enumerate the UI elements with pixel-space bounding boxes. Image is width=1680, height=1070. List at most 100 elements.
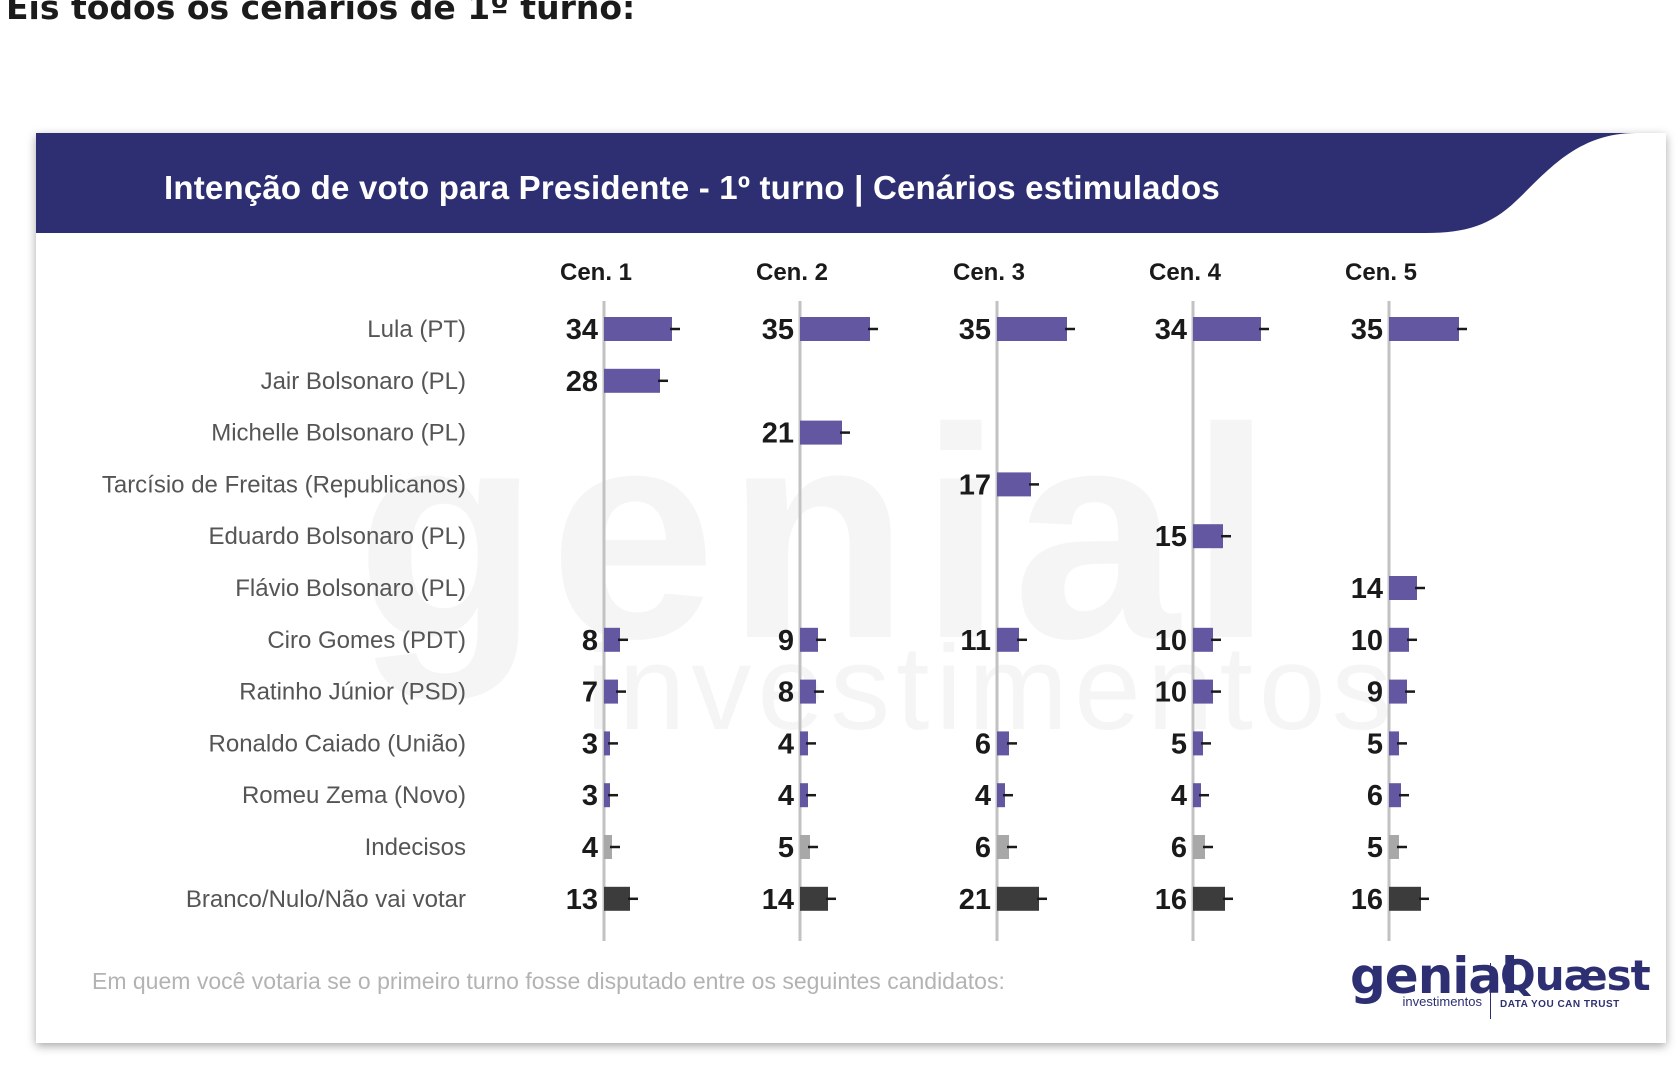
chart-card: Intenção de voto para Presidente - 1º tu… (36, 133, 1666, 1043)
bar (800, 731, 808, 756)
value-label: 3 (582, 728, 598, 760)
bar (997, 783, 1005, 808)
chart-title: Intenção de voto para Presidente - 1º tu… (164, 169, 1220, 206)
value-label: 8 (582, 625, 598, 657)
row-label: Eduardo Bolsonaro (PL) (209, 523, 466, 550)
bar (1389, 886, 1421, 911)
bar (1389, 627, 1409, 652)
bar (1389, 576, 1417, 600)
value-label: 9 (1367, 677, 1383, 709)
quaest-logo-text: Quæst (1500, 951, 1651, 1000)
quaest-logo: Quæst DATA YOU CAN TRUST (1500, 951, 1651, 1011)
value-label: 4 (582, 832, 598, 864)
bar (800, 783, 808, 808)
value-label: 15 (1155, 521, 1187, 553)
row-label: Tarcísio de Freitas (Republicanos) (102, 471, 466, 498)
value-label: 7 (582, 677, 598, 709)
bar (1193, 627, 1213, 652)
value-label: 10 (1155, 677, 1187, 709)
value-label: 4 (778, 780, 794, 812)
value-label: 21 (959, 884, 991, 916)
bar (800, 679, 816, 704)
value-label: 6 (975, 728, 991, 760)
value-label: 16 (1351, 884, 1383, 916)
value-label: 5 (1367, 832, 1383, 864)
value-label: 35 (959, 314, 991, 346)
value-label: 14 (1351, 573, 1383, 605)
scenario-header: Cen. 4 (1149, 259, 1222, 286)
row-label: Jair Bolsonaro (PL) (261, 368, 466, 395)
value-label: 34 (566, 314, 598, 346)
bar (1193, 524, 1223, 549)
row-label: Romeu Zema (Novo) (242, 782, 466, 809)
bar (1389, 835, 1399, 859)
scenario-header: Cen. 2 (756, 259, 828, 286)
bar (1193, 783, 1201, 808)
banner-shape (36, 133, 1636, 233)
bar (800, 317, 870, 341)
bar (604, 783, 610, 808)
value-label: 10 (1155, 625, 1187, 657)
bar (1193, 679, 1213, 704)
value-label: 8 (778, 677, 794, 709)
bar (997, 835, 1009, 859)
bar (1193, 835, 1205, 859)
genial-logo-text: genial (1350, 947, 1518, 1005)
row-label: Branco/Nulo/Não vai votar (186, 886, 466, 913)
bar (604, 368, 660, 393)
value-label: 14 (762, 884, 794, 916)
value-label: 17 (959, 469, 991, 501)
value-label: 5 (1171, 728, 1187, 760)
bar (800, 886, 828, 911)
bar (997, 472, 1031, 497)
logo-divider (1490, 963, 1491, 1019)
value-label: 6 (1171, 832, 1187, 864)
value-label: 28 (566, 366, 598, 398)
bar (1193, 886, 1225, 911)
value-label: 11 (960, 625, 991, 657)
bar (604, 679, 618, 704)
scenario-header: Cen. 5 (1345, 259, 1417, 286)
bar (1389, 317, 1459, 341)
row-label: Ratinho Júnior (PSD) (239, 679, 466, 706)
article-heading: Eis todos os cenários de 1º turno: (6, 0, 636, 27)
value-label: 6 (975, 832, 991, 864)
row-label: Michelle Bolsonaro (PL) (211, 420, 466, 447)
row-label: Indecisos (365, 834, 466, 861)
quaest-logo-tagline: DATA YOU CAN TRUST (1500, 999, 1620, 1010)
value-label: 5 (778, 832, 794, 864)
bar (1389, 731, 1399, 756)
row-label: Ciro Gomes (PDT) (267, 627, 466, 654)
value-label: 35 (1351, 314, 1383, 346)
value-label: 5 (1367, 728, 1383, 760)
bar (1193, 731, 1203, 756)
bar (997, 886, 1039, 911)
bar (604, 731, 610, 756)
value-label: 9 (778, 625, 794, 657)
value-label: 13 (566, 884, 598, 916)
value-label: 35 (762, 314, 794, 346)
value-label: 4 (1171, 780, 1187, 812)
bar (997, 731, 1009, 756)
bar (1389, 679, 1407, 704)
bar (800, 420, 842, 445)
bar (604, 886, 630, 911)
value-label: 10 (1351, 625, 1383, 657)
bar (604, 835, 612, 859)
genial-logo: genial investimentos (1350, 947, 1518, 1009)
row-label: Ronaldo Caiado (União) (209, 730, 466, 757)
bar (604, 317, 672, 341)
bar (604, 627, 620, 652)
genial-logo-subtext: investimentos (1402, 994, 1482, 1009)
bar (997, 317, 1067, 341)
title-banner (36, 133, 1636, 233)
value-label: 16 (1155, 884, 1187, 916)
bar (800, 835, 810, 859)
value-label: 4 (778, 728, 794, 760)
value-label: 21 (762, 418, 794, 450)
row-label: Lula (PT) (367, 316, 466, 343)
scenario-header: Cen. 3 (953, 259, 1025, 286)
value-label: 6 (1367, 780, 1383, 812)
footnote: Em quem você votaria se o primeiro turno… (92, 968, 1005, 994)
bar (997, 627, 1019, 652)
